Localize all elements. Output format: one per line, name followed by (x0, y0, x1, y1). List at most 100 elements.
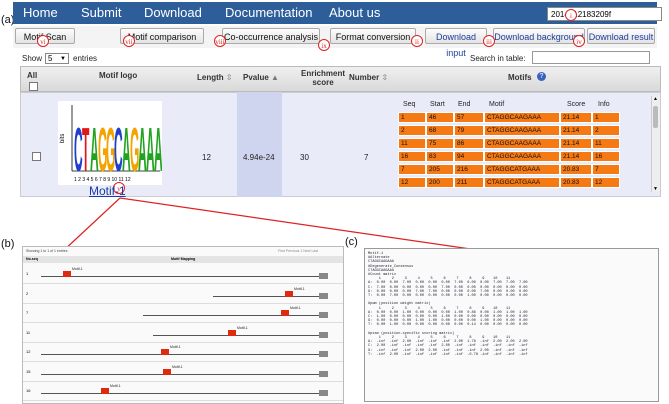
row-checkbox[interactable] (32, 152, 41, 161)
matrix-line: C: 1.00 0.00 0.00 0.00 0.00 1.00 0.00 0.… (368, 315, 528, 320)
matrix-line: G: -inf -inf -inf 2.00 2.00 -inf -inf -i… (368, 348, 528, 353)
matrix-line: CTAGGCAAGAAA (368, 268, 394, 273)
motif-site-cell: 216 (454, 164, 484, 175)
motif-1-link[interactable]: Motif-1 (89, 184, 126, 198)
col-motif-logo: Motif logo (99, 71, 138, 80)
motif-site-cell: 1 (398, 112, 426, 123)
logo-letter-A: A (90, 114, 99, 185)
nav-home[interactable]: Home (23, 5, 58, 20)
mapping-pagination[interactable]: First Previous 1 Next Last (278, 249, 319, 253)
panel-label-c: (c) (345, 236, 358, 248)
motif-site-cell: 57 (454, 112, 484, 123)
marker-vii: vii (123, 35, 135, 47)
motif-site-cell: 68 (426, 125, 454, 136)
motif-site-cell: 46 (426, 112, 454, 123)
logo-letter-C: C (114, 114, 123, 185)
motif-site-cell: 7 (592, 164, 620, 175)
motif-hit-marker[interactable] (161, 349, 169, 355)
motif-hit-marker[interactable] (228, 329, 236, 336)
matrix-line: A: 0.00 0.00 1.00 0.00 0.00 0.00 1.00 0.… (368, 310, 528, 315)
matrix-line: T: 0.00 1.00 0.00 0.00 0.00 0.00 0.00 0.… (368, 323, 528, 328)
scroll-down-icon[interactable]: ▼ (653, 186, 658, 192)
sequence-line (41, 354, 319, 355)
col-pvalue[interactable]: Pvalue ▲ (243, 73, 279, 82)
motif-site-cell: 11 (592, 138, 620, 149)
help-icon[interactable]: ? (537, 72, 546, 81)
sequence-line (41, 373, 319, 375)
length-value: 12 (202, 153, 211, 162)
motif-hit-label: Motif-1 (290, 306, 301, 310)
sequence-line (41, 276, 319, 277)
nav-submit[interactable]: Submit (81, 5, 122, 20)
mapping-row: 16 Motif-1 (23, 382, 343, 401)
matrix-line: T: -inf 2.00 -inf -inf -inf -inf -inf -0… (368, 352, 528, 357)
col-enrichment-score[interactable]: Enrichment score (297, 69, 349, 87)
mapping-row: 12 Motif-1 (23, 343, 343, 362)
logo-letter-T: T (82, 114, 89, 185)
download-input-button[interactable]: Download input (425, 28, 487, 58)
logo-letter-A: A (138, 114, 147, 185)
sequence-line (143, 315, 319, 316)
motif-col-score: Score (567, 101, 586, 108)
panel-label-a: (a) (1, 14, 15, 26)
results-table-header: All Motif logo Length ⇳ Pvalue ▲ Enrichm… (20, 66, 661, 92)
motif-comparison-button[interactable]: Motif comparison (120, 28, 204, 44)
entries-label: entries (73, 54, 98, 63)
nav-about-us[interactable]: About us (329, 5, 381, 20)
sequence-end-marker (319, 390, 328, 396)
motif-col-seq: Seq (403, 101, 416, 108)
motif-hit-marker[interactable] (163, 368, 171, 375)
sequence-end-marker (319, 292, 328, 299)
logo-axis-label: bits (60, 134, 66, 143)
motif-site-cell: 75 (426, 138, 454, 149)
motif-hit-marker[interactable] (63, 271, 71, 277)
col-number[interactable]: Number ⇳ (349, 73, 388, 82)
mapping-row: 11 Motif-1 (23, 324, 343, 343)
pvalue-value: 4.94e-24 (243, 153, 275, 162)
motif-site-cell: 16 (592, 151, 620, 162)
sequence-line (153, 334, 319, 336)
motif-site-cell: 7 (398, 164, 426, 175)
motif-hit-label: Motif-1 (237, 325, 248, 330)
download-background-button[interactable]: Download background (493, 28, 585, 44)
matrix-line: #Alternate (368, 256, 390, 261)
motif-hit-marker[interactable] (285, 290, 293, 297)
sequence-line (213, 295, 319, 297)
entries-select-value: 5 (48, 54, 53, 63)
mapping-info: Showing 1 to 1 of 1 entries (26, 249, 68, 253)
entries-select[interactable]: 5 ▼ (45, 53, 69, 64)
nav-download[interactable]: Download (144, 5, 202, 20)
motif-site-cell: CTAGGCAAGAAA (484, 138, 560, 149)
matrix-line: C: 7.00 0.00 0.00 0.00 0.00 7.00 0.00 0.… (368, 285, 528, 290)
marker-iii: iii (483, 35, 495, 47)
matrix-line: A: 0.00 0.00 7.00 0.00 0.00 0.00 7.00 6.… (368, 281, 528, 286)
motif-site-cell: 16 (398, 151, 426, 162)
motif-hit-marker[interactable] (101, 388, 109, 394)
mapping-row: 15 Motif-1 (23, 363, 343, 382)
nav-documentation[interactable]: Documentation (225, 5, 313, 20)
mapping-header: No.seq Motif Mapping (23, 256, 343, 263)
matrix-line: #Count matrix (368, 273, 397, 278)
motif-site-cell: 21.14 (560, 138, 592, 149)
download-result-button[interactable]: Download result (587, 28, 655, 44)
motif-hit-label: Motif-1 (294, 286, 305, 291)
logo-letter-A: A (146, 114, 155, 185)
scroll-thumb[interactable] (653, 106, 658, 128)
col-length[interactable]: Length ⇳ (197, 73, 233, 82)
logo-letter-G: G (106, 114, 115, 185)
motif-hit-marker[interactable] (281, 310, 289, 316)
motif-site-cell: 86 (454, 138, 484, 149)
select-all-checkbox[interactable] (29, 82, 38, 91)
logo-letter-G: G (98, 114, 107, 185)
search-input[interactable] (532, 51, 650, 64)
co-occurrence-analysis-button[interactable]: Co-occurrence analysis (222, 28, 320, 44)
matrix-line: T: 0.00 7.00 0.00 0.00 0.00 0.00 0.00 1.… (368, 294, 528, 299)
col-enrichment-label: Enrichment score (300, 69, 345, 87)
scrollbar[interactable]: ▲ ▼ (651, 96, 660, 192)
logo-position-labels: 1 2 3 4 5 6 7 8 9 10 11 12 (74, 177, 131, 183)
mapping-seq-id: 2 (26, 290, 29, 296)
scroll-up-icon[interactable]: ▲ (653, 96, 658, 102)
zoom-line-c (119, 197, 506, 255)
sequence-end-marker (319, 273, 328, 279)
